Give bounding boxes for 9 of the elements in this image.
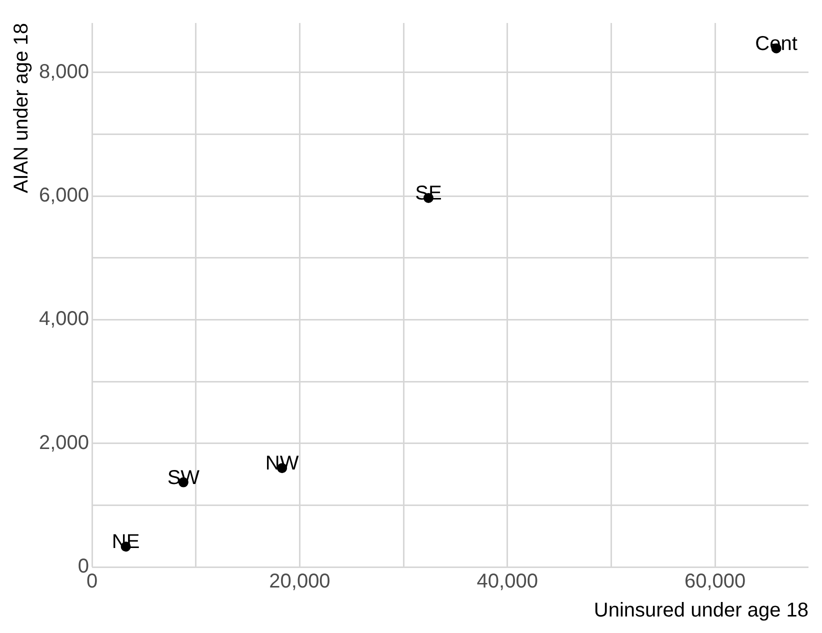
x-tick-label: 40,000 — [476, 570, 538, 593]
x-tick-label: 20,000 — [269, 570, 330, 593]
y-tick-label: 6,000 — [38, 184, 90, 207]
y-tick-label: 8,000 — [38, 60, 90, 83]
y-axis-title: AIAN under age 18 — [10, 23, 33, 194]
y-tick-label: 2,000 — [38, 432, 90, 454]
y-tick-label: 4,000 — [38, 308, 90, 330]
x-axis-title: Uninsured under age 18 — [594, 600, 808, 622]
x-tick-label: 60,000 — [684, 570, 746, 593]
